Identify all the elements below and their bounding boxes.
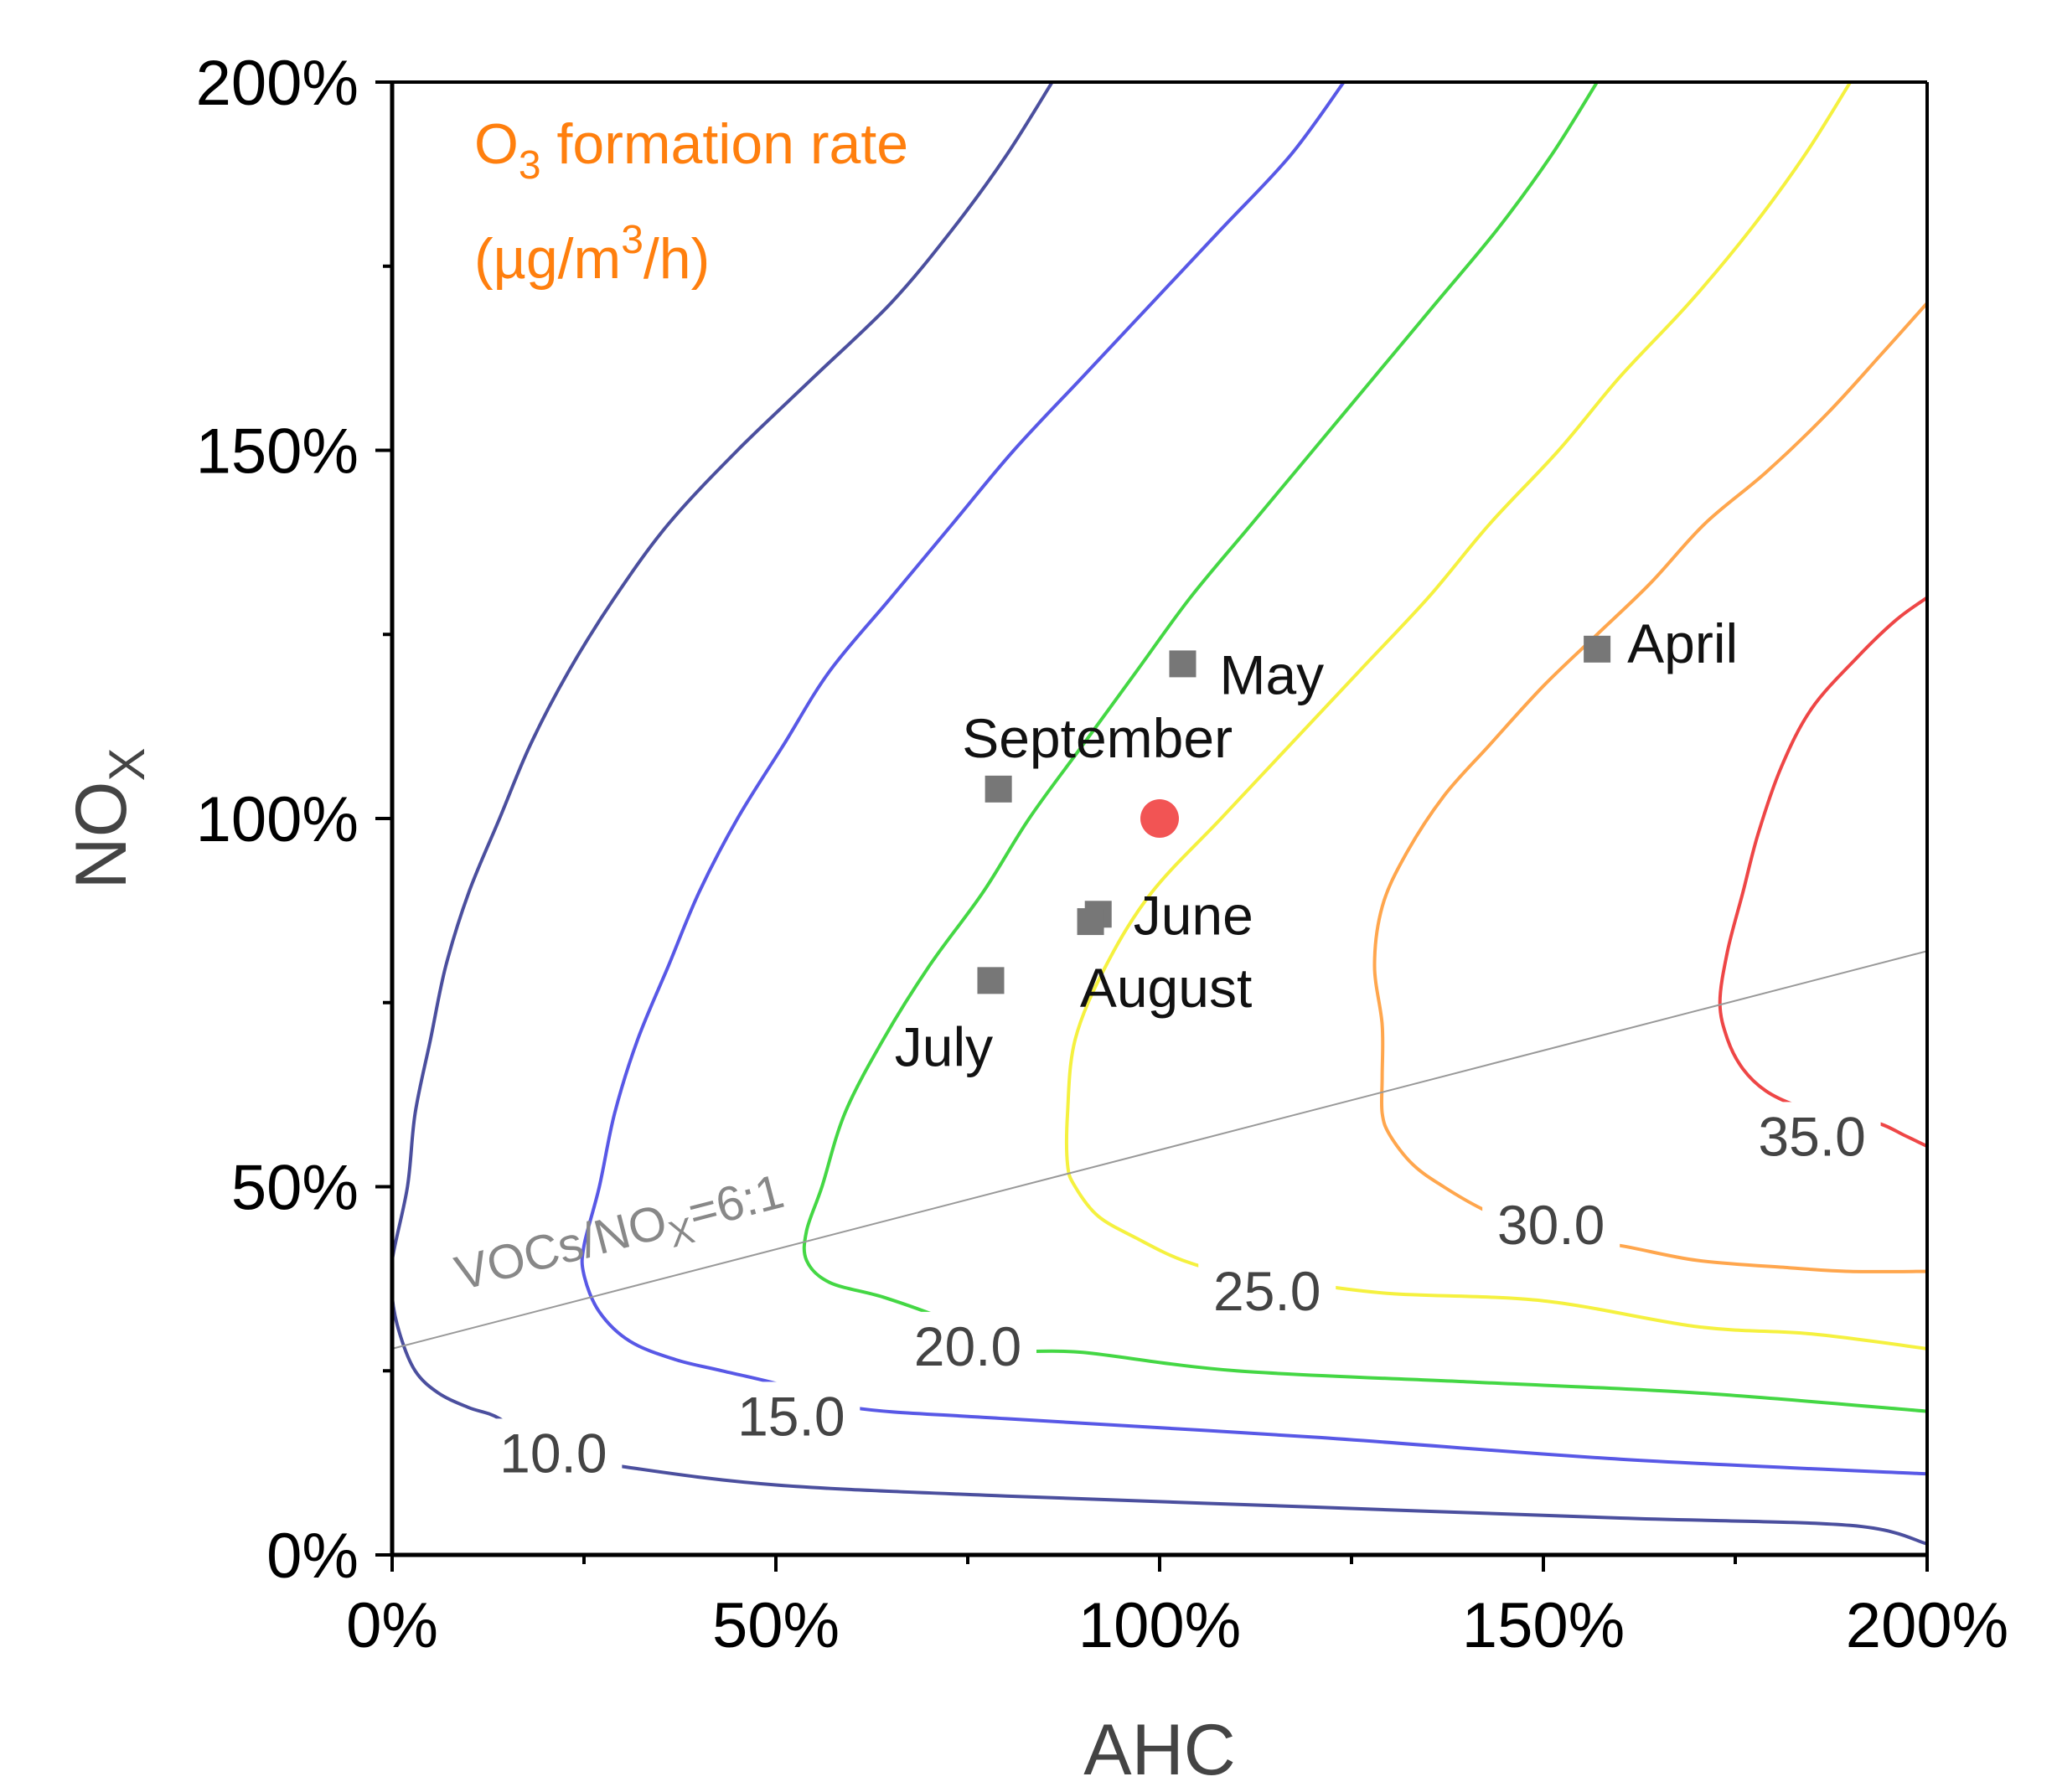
annotation-line2: (µg/m3/h) (474, 218, 710, 291)
contour-line-15.0 (580, 82, 1927, 1476)
marker-july (977, 967, 1005, 994)
contour-label-bg (484, 1418, 623, 1478)
label-july: July (895, 1015, 993, 1077)
axis-ticks (375, 80, 1929, 1572)
label-may: May (1219, 643, 1324, 705)
contour-label-bg (1482, 1190, 1620, 1249)
y-tick-label: 200% (196, 48, 359, 119)
contour-line-25.0 (1064, 82, 1927, 1350)
annotation-formation-rate: formation rate (541, 112, 908, 176)
ratio-line-label: VOCs/NOX=6:1 (450, 1164, 792, 1309)
y-axis-title: NOX (61, 747, 155, 889)
contour-label-bg (1743, 1102, 1881, 1161)
y-tick-label: 100% (196, 784, 359, 855)
x-tick-label: 100% (1078, 1590, 1241, 1661)
x-tick-label: 150% (1462, 1590, 1625, 1661)
axis-tick-labels: 0% 50% 100% 150% 200% 0% 50% 100% 150% 200% (196, 48, 2009, 1661)
y-tick-label: 50% (231, 1153, 359, 1224)
contour-label-15.0: 15.0 (737, 1385, 845, 1447)
contour-label-bg (1198, 1256, 1336, 1315)
annotation-sub-3: 3 (519, 143, 541, 188)
ratio-label-post: =6:1 (683, 1164, 789, 1241)
annotation-unit-post: /h) (643, 227, 710, 291)
contour-label-25.0: 25.0 (1213, 1260, 1321, 1322)
contour-label-10.0: 10.0 (499, 1422, 607, 1484)
ratio-line (391, 950, 1928, 1350)
contour-label-group: 10.0 15.0 20.0 25.0 30.0 35.0 (484, 1102, 1881, 1484)
x-tick-label: 50% (712, 1590, 840, 1661)
contour-line-20.0 (802, 82, 1927, 1413)
label-april: April (1627, 612, 1738, 674)
y-axis-title-main: NO (61, 782, 142, 890)
x-tick-label: 0% (346, 1590, 438, 1661)
annotation-line1: O3 formation rate (474, 112, 908, 188)
y-tick-label: 150% (196, 416, 359, 488)
annotation-unit-pre: (µg/m (474, 227, 621, 291)
y-axis-title-sub: X (99, 747, 155, 781)
contour-label-30.0: 30.0 (1497, 1194, 1605, 1256)
reference-point (1140, 799, 1179, 838)
contour-line-35.0 (1718, 596, 1927, 1149)
contour-line-10.0 (392, 82, 1927, 1546)
marker-september (985, 775, 1012, 803)
contour-line-30.0 (1372, 302, 1927, 1273)
contour-label-bg (722, 1381, 861, 1441)
label-august: August (1080, 957, 1252, 1019)
marker-may (1169, 650, 1196, 678)
marker-august (1077, 908, 1104, 936)
annotation-sup-3: 3 (621, 218, 643, 262)
x-axis-title: AHC (1083, 1710, 1236, 1790)
contour-label-20.0: 20.0 (914, 1315, 1021, 1377)
y-tick-label: 0% (266, 1521, 359, 1592)
label-june: June (1134, 884, 1253, 946)
label-september: September (962, 707, 1233, 769)
x-tick-label: 200% (1846, 1590, 2008, 1661)
annotation-o: O (474, 112, 519, 176)
contour-label-35.0: 35.0 (1758, 1105, 1865, 1167)
marker-april (1584, 635, 1611, 663)
contour-label-bg (899, 1311, 1036, 1371)
